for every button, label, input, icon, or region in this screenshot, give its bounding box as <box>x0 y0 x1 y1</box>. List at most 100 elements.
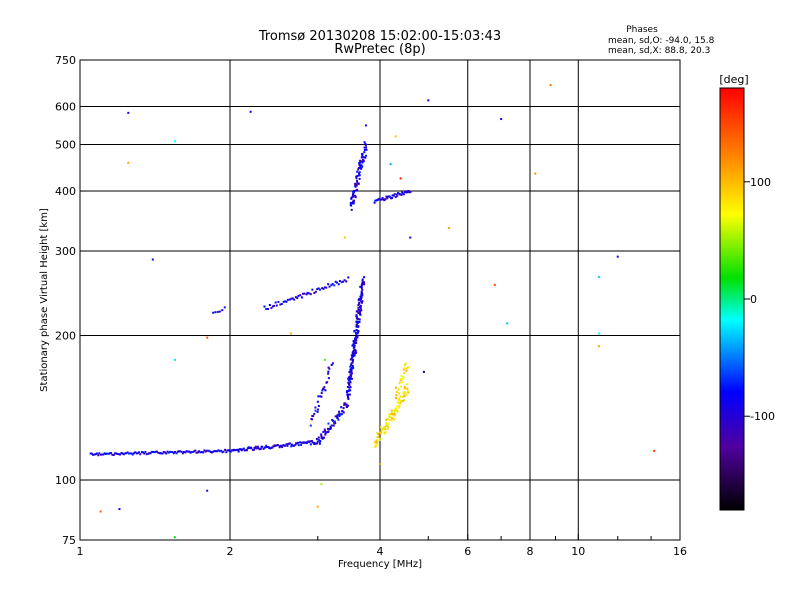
data-point <box>399 395 402 398</box>
data-point <box>354 182 357 185</box>
data-point <box>327 283 330 286</box>
data-point <box>351 351 354 354</box>
data-point <box>95 452 98 455</box>
data-point <box>399 177 402 180</box>
data-point <box>358 301 361 304</box>
data-point <box>132 452 135 455</box>
data-point <box>376 442 379 445</box>
data-point <box>404 362 407 365</box>
data-point <box>361 165 364 168</box>
data-point <box>348 375 351 378</box>
data-point <box>392 194 395 197</box>
data-point <box>349 389 352 392</box>
data-point <box>142 451 145 454</box>
data-point <box>323 386 326 389</box>
data-point <box>284 300 287 303</box>
data-point <box>197 451 200 454</box>
data-point <box>241 448 244 451</box>
data-point <box>390 412 393 415</box>
data-point <box>118 508 121 511</box>
data-point <box>231 449 234 452</box>
data-point <box>320 436 323 439</box>
data-point <box>317 405 320 408</box>
data-point <box>355 314 358 317</box>
data-point <box>352 355 355 358</box>
data-point <box>249 110 252 113</box>
data-point <box>353 342 356 345</box>
data-point <box>396 391 399 394</box>
data-point <box>397 388 400 391</box>
data-point <box>361 152 364 155</box>
data-point <box>357 167 360 170</box>
data-point <box>321 437 324 440</box>
data-point <box>402 376 405 379</box>
data-point <box>284 444 287 447</box>
data-point <box>315 442 318 445</box>
data-point <box>358 166 361 169</box>
data-point <box>341 410 344 413</box>
data-point <box>331 419 334 422</box>
data-point <box>360 156 363 159</box>
data-point <box>244 449 247 452</box>
data-point <box>400 381 403 384</box>
data-point <box>376 436 379 439</box>
data-point <box>297 294 300 297</box>
data-point <box>356 310 359 313</box>
data-point <box>351 364 354 367</box>
data-point <box>296 297 299 300</box>
data-point <box>353 344 356 347</box>
data-point <box>347 396 350 399</box>
data-point <box>322 430 325 433</box>
data-point <box>398 381 401 384</box>
data-point <box>145 453 148 456</box>
data-point <box>399 401 402 404</box>
data-point <box>235 448 238 451</box>
data-point <box>319 288 322 291</box>
data-point <box>329 425 332 428</box>
data-point <box>402 193 405 196</box>
data-point <box>352 352 355 355</box>
data-point <box>343 279 346 282</box>
data-point <box>190 451 193 454</box>
data-point <box>401 377 404 380</box>
data-point <box>351 361 354 364</box>
data-point <box>321 389 324 392</box>
data-point <box>316 288 319 291</box>
data-point <box>350 363 353 366</box>
data-point <box>296 441 299 444</box>
y-tick-label: 600 <box>55 101 76 114</box>
data-point <box>314 442 317 445</box>
data-point <box>208 450 211 453</box>
data-point <box>360 296 363 299</box>
data-point <box>398 398 401 401</box>
data-point <box>178 450 181 453</box>
data-point <box>225 451 228 454</box>
colorbar-tick-label: 100 <box>750 176 771 189</box>
data-point <box>353 354 356 357</box>
data-point <box>340 281 343 284</box>
data-point <box>237 448 240 451</box>
data-point <box>299 294 302 297</box>
data-point <box>122 453 125 456</box>
data-point <box>360 284 363 287</box>
data-point <box>347 377 350 380</box>
data-point <box>317 438 320 441</box>
data-point <box>387 422 390 425</box>
data-point <box>397 399 400 402</box>
data-point <box>327 372 330 375</box>
data-point <box>330 424 333 427</box>
data-point <box>398 406 401 409</box>
data-point <box>353 346 356 349</box>
data-point <box>355 183 358 186</box>
data-point <box>319 439 322 442</box>
data-point <box>202 451 205 454</box>
data-point <box>597 275 600 278</box>
data-point <box>380 426 383 429</box>
data-point <box>334 415 337 418</box>
data-point <box>327 366 330 369</box>
data-point <box>361 278 364 281</box>
data-point <box>199 451 202 454</box>
data-point <box>143 452 146 455</box>
data-point <box>357 325 360 328</box>
data-point <box>360 164 363 167</box>
